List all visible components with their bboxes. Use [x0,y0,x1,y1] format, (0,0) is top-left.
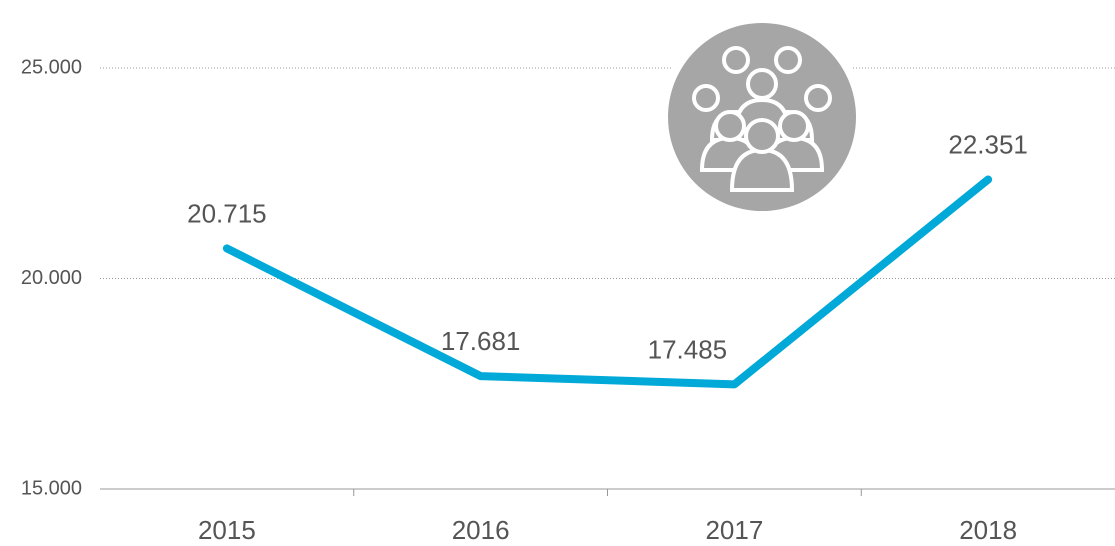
series-line [222,175,993,389]
x-tick-label: 2016 [452,515,510,545]
x-tick-label: 2017 [705,515,763,545]
data-label: 17.485 [648,334,728,364]
grid-layer [100,67,1115,279]
data-label: 20.715 [187,198,267,228]
people-icon [660,15,864,219]
x-tick-label: 2018 [959,515,1017,545]
x-tick-label: 2015 [198,515,256,545]
icon-people [692,46,832,192]
y-tick-label: 20.000 [21,267,82,289]
data-label: 22.351 [948,129,1028,159]
y-tick-label: 15.000 [21,477,82,499]
data-label: 17.681 [441,326,521,356]
y-tick-label: 25.000 [21,56,82,78]
